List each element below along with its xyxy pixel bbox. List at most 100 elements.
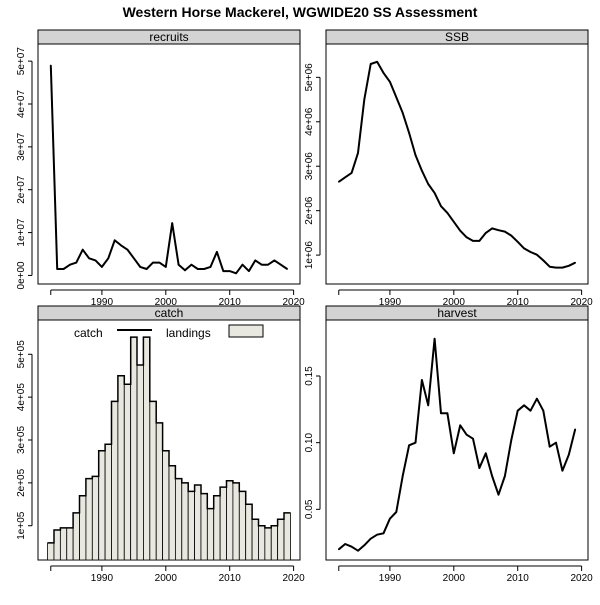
data-point [228, 270, 231, 272]
data-point [357, 152, 359, 154]
landings-bar [194, 484, 202, 561]
x-tick-label: 1990 [379, 573, 402, 584]
landings-bar [213, 495, 221, 561]
data-point [75, 261, 78, 264]
data-point [254, 259, 257, 262]
data-point [273, 259, 276, 262]
data-point [56, 268, 58, 270]
landings-bar [162, 450, 170, 561]
data-point [574, 428, 577, 431]
panel-title: recruits [149, 30, 188, 44]
y-tick-label: 2e+07 [16, 175, 27, 204]
data-point [484, 232, 487, 234]
data-point [408, 132, 410, 134]
plot-frame [325, 43, 589, 285]
data-point [440, 412, 442, 415]
data-point [427, 404, 430, 407]
data-point [542, 259, 545, 262]
y-tick-label: 5e+07 [16, 47, 27, 76]
landings-bar [181, 482, 189, 561]
data-point [465, 433, 468, 436]
data-point [145, 268, 148, 270]
data-point [101, 266, 103, 268]
y-tick-label: 5e+06 [304, 63, 315, 92]
x-tick-label: 2020 [570, 297, 593, 308]
landings-bar [206, 508, 215, 561]
data-point [453, 220, 455, 223]
data-point [433, 192, 436, 194]
landings-bar [85, 478, 93, 561]
landings-bar [143, 336, 151, 561]
data-point [337, 548, 340, 551]
x-tick-label: 2000 [155, 297, 178, 308]
catch-step-line [47, 336, 291, 544]
data-point [401, 475, 404, 477]
data-point [446, 212, 449, 214]
data-point [497, 229, 500, 232]
landings-bar [258, 525, 266, 561]
data-point [542, 409, 545, 412]
series-line [49, 65, 288, 275]
data-point [395, 511, 398, 513]
landings-bar [238, 491, 247, 561]
data-point [555, 441, 557, 444]
data-point [382, 72, 385, 74]
x-tick-label: 2020 [570, 573, 593, 584]
x-tick-label: 1990 [91, 573, 114, 584]
data-point [561, 266, 564, 269]
data-point [126, 248, 129, 251]
data-point [536, 253, 538, 256]
landings-bar [104, 443, 112, 561]
legend: catch landings [74, 324, 264, 340]
data-point [216, 251, 218, 253]
y-tick-label: 1e+05 [16, 511, 27, 540]
x-tick-label: 2010 [507, 573, 530, 584]
data-point [337, 180, 340, 183]
y-tick-label: 5e+05 [16, 340, 27, 369]
data-point [389, 80, 391, 83]
data-point [421, 379, 423, 381]
data-point [350, 545, 353, 548]
landings-bar [123, 383, 132, 561]
y-tick-label: 4e+06 [304, 107, 315, 136]
data-point [222, 270, 225, 272]
landings-bar [270, 525, 279, 561]
data-point [235, 272, 237, 275]
data-point [497, 493, 500, 496]
data-point [94, 259, 97, 262]
data-point [209, 266, 212, 268]
data-point [369, 537, 372, 540]
data-point [427, 183, 430, 185]
data-point [177, 263, 180, 266]
y-tick-label: 0.05 [304, 499, 315, 519]
landings-bar [130, 336, 138, 561]
data-point [491, 227, 493, 230]
x-tick-label: 2010 [507, 297, 530, 308]
y-tick-label: 0.15 [304, 366, 315, 386]
panel-title: catch [155, 306, 184, 320]
data-point [344, 543, 346, 545]
y-tick-label: 0.10 [304, 432, 315, 452]
data-point [120, 244, 122, 247]
panel-3: harvest 1990 2000 2010 2020 0.05 0.10 0.15 [304, 305, 593, 584]
x-tick-label: 1990 [379, 297, 402, 308]
data-point [389, 517, 391, 520]
y-tick-label: 1e+07 [16, 218, 27, 247]
data-point [421, 169, 423, 172]
landings-bar [79, 495, 87, 561]
data-point [363, 544, 366, 547]
y-tick-label: 0e+00 [16, 261, 27, 290]
data-point [81, 248, 84, 251]
landings-bar [187, 491, 195, 561]
y-tick-label: 4e+05 [16, 383, 27, 412]
panel-title: harvest [437, 306, 477, 320]
series-line [338, 60, 576, 269]
landings-bar [91, 476, 100, 561]
data-point [459, 424, 461, 427]
panel-title: SSB [445, 30, 469, 44]
data-point [472, 437, 474, 440]
data-point [286, 268, 289, 270]
data-point [523, 404, 525, 407]
y-tick-label: 3e+05 [16, 426, 27, 455]
